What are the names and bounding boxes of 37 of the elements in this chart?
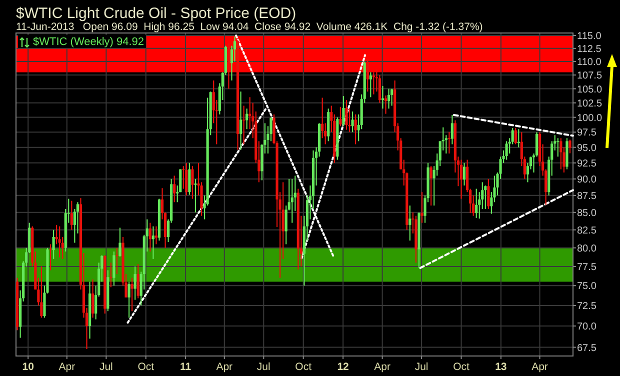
x-tick-label: Jul — [414, 361, 428, 373]
y-tick-label: 87.5 — [577, 190, 597, 202]
y-tick-label: 115.0 — [577, 31, 602, 42]
y-tick-label: 105.0 — [577, 84, 602, 96]
y-tick-label: 112.5 — [577, 44, 602, 55]
y-tick-label: 67.5 — [577, 342, 597, 354]
x-tick-label: 10 — [22, 361, 34, 373]
y-tick-label: 90.0 — [577, 174, 597, 186]
x-tick-label: Apr — [374, 361, 391, 373]
x-tick-label: Apr — [532, 361, 548, 373]
y-tick-label: 72.5 — [577, 300, 597, 312]
x-tick-label: Jul — [99, 361, 113, 373]
legend-label: $WTIC (Weekly) 94.92 — [33, 36, 144, 48]
x-tick-label: Oct — [453, 361, 470, 373]
y-tick-label: 102.5 — [577, 98, 602, 110]
y-tick-label: 92.5 — [577, 158, 597, 170]
y-tick-label: 80.0 — [577, 243, 597, 254]
x-tick-label: Apr — [58, 361, 76, 373]
chart-title: $WTIC Light Crude Oil - Spot Price (EOD) — [16, 5, 296, 22]
x-tick-label: 11 — [180, 361, 192, 373]
y-tick-label: 97.5 — [577, 128, 597, 139]
y-tick-label: 82.5 — [577, 225, 597, 236]
y-tick-label: 77.5 — [577, 262, 597, 273]
x-tick-label: Oct — [138, 361, 154, 373]
x-tick-label: 13 — [495, 361, 507, 373]
x-tick-label: Oct — [295, 361, 312, 373]
y-tick-label: 85.0 — [577, 208, 597, 219]
x-tick-label: Apr — [216, 361, 234, 373]
x-tick-label: 12 — [337, 361, 350, 373]
x-tick-label: Jul — [256, 361, 270, 373]
y-tick-label: 110.0 — [577, 57, 602, 68]
y-tick-label: 100.0 — [577, 112, 602, 124]
y-tick-label: 107.5 — [577, 70, 602, 82]
chart-subtitle: 11-Jun-2013 Open 96.09 High 96.25 Low 94.04 Close 94.92 Volume 426.1K Chg -1.32 (-1.37%) — [16, 21, 483, 33]
y-tick-label: 75.0 — [577, 281, 597, 292]
y-tick-label: 70.0 — [577, 321, 597, 332]
y-tick-label: 95.0 — [577, 142, 597, 154]
